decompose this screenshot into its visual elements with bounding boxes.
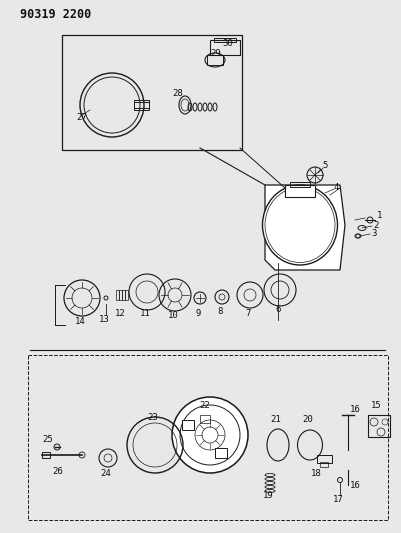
Bar	[317, 455, 332, 463]
Bar	[119, 290, 122, 300]
Bar	[28, 355, 388, 520]
Bar	[182, 420, 194, 430]
Bar	[285, 185, 315, 197]
Text: 16: 16	[350, 406, 360, 415]
Text: 14: 14	[75, 318, 85, 327]
Text: 19: 19	[263, 490, 273, 499]
Text: 17: 17	[332, 496, 343, 505]
Bar	[134, 100, 149, 110]
Text: 30: 30	[223, 39, 233, 49]
Text: 29: 29	[211, 49, 221, 58]
Text: 5: 5	[322, 161, 328, 171]
Text: 90319 2200: 90319 2200	[20, 7, 91, 20]
Bar	[125, 290, 128, 300]
Bar	[214, 38, 236, 42]
Text: 23: 23	[148, 414, 158, 423]
Text: 26: 26	[53, 467, 63, 477]
Text: 13: 13	[99, 316, 109, 325]
Bar	[290, 182, 310, 187]
Text: 22: 22	[200, 400, 211, 409]
Text: 27: 27	[77, 112, 87, 122]
Text: 6: 6	[275, 305, 281, 314]
Text: 9: 9	[195, 309, 200, 318]
Bar	[207, 55, 223, 65]
Text: 8: 8	[217, 306, 223, 316]
Text: 28: 28	[172, 90, 183, 99]
Ellipse shape	[263, 185, 338, 265]
Bar	[368, 415, 390, 437]
Text: 20: 20	[303, 416, 313, 424]
Text: 11: 11	[140, 310, 150, 319]
Text: 21: 21	[271, 416, 282, 424]
Polygon shape	[265, 185, 345, 270]
Text: 7: 7	[245, 309, 251, 318]
Text: 16: 16	[350, 481, 360, 489]
Bar	[122, 290, 124, 300]
Text: 1: 1	[377, 211, 383, 220]
Text: 25: 25	[43, 435, 53, 445]
Text: 24: 24	[101, 469, 111, 478]
Circle shape	[172, 397, 248, 473]
Text: 12: 12	[115, 309, 126, 318]
Bar	[42, 452, 50, 458]
Bar	[320, 462, 328, 467]
Bar	[116, 290, 119, 300]
Text: 4: 4	[333, 182, 339, 191]
Text: 18: 18	[311, 469, 321, 478]
Bar	[62, 35, 242, 150]
Text: 15: 15	[371, 400, 381, 409]
Text: 2: 2	[373, 221, 379, 230]
Bar	[210, 40, 240, 55]
Bar	[215, 448, 227, 458]
Text: 10: 10	[168, 311, 178, 319]
Bar	[200, 415, 210, 423]
Text: 3: 3	[371, 229, 377, 238]
